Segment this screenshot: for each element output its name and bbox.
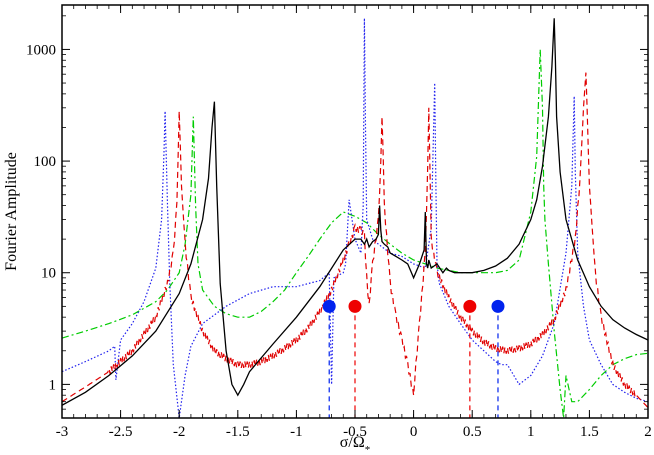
series-line-dotted bbox=[62, 18, 648, 418]
y-axis-title: Fourier Amplitude bbox=[3, 152, 20, 271]
x-axis-title: σ/Ω* bbox=[340, 434, 370, 455]
series-line-solid bbox=[62, 18, 648, 406]
marker-layer bbox=[322, 299, 505, 418]
x-tick-label: 0 bbox=[410, 424, 418, 440]
x-tick-label: -1.5 bbox=[226, 424, 250, 440]
series-layer bbox=[62, 18, 648, 418]
x-tick-label: -1 bbox=[290, 424, 303, 440]
x-tick-label: 1.5 bbox=[580, 424, 599, 440]
x-axis-title-sub: * bbox=[365, 444, 371, 455]
marker-point bbox=[463, 299, 477, 313]
x-tick-label: -0.5 bbox=[343, 424, 367, 440]
series-line-dashdot bbox=[62, 49, 648, 418]
x-axis-title-main: σ/Ω bbox=[340, 434, 365, 451]
marker-point bbox=[491, 299, 505, 313]
y-tick-label: 1000 bbox=[26, 42, 56, 58]
x-tick-label: 0.5 bbox=[463, 424, 482, 440]
marker-point bbox=[322, 299, 336, 313]
x-tick-label: -3 bbox=[56, 424, 69, 440]
x-tick-label: 1 bbox=[527, 424, 535, 440]
y-tick-label: 100 bbox=[34, 154, 57, 170]
y-tick-label: 10 bbox=[41, 266, 56, 282]
x-tick-label: -2.5 bbox=[109, 424, 133, 440]
marker-point bbox=[348, 299, 362, 313]
x-tick-label: 2 bbox=[644, 424, 652, 440]
series-line-dashed bbox=[62, 72, 648, 409]
y-tick-label: 1 bbox=[49, 377, 57, 393]
x-tick-label: -2 bbox=[173, 424, 186, 440]
tick-layer: -3 -2.5 -2 -1.5 -1 -0.5 0 0.5 1 1.5 2 1 10 100 1000 bbox=[26, 5, 652, 440]
